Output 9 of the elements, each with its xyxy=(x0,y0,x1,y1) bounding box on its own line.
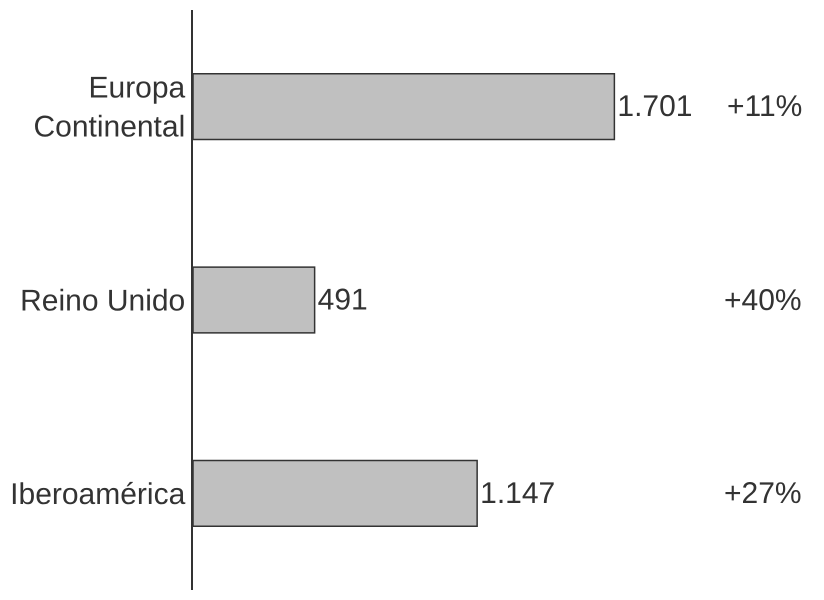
data-label: 1.147 xyxy=(480,476,556,510)
y-tick-label: Iberoamérica xyxy=(10,478,186,511)
text: +11% xyxy=(727,90,802,123)
data-label: 491 xyxy=(318,284,368,316)
data-label: 1.701 xyxy=(617,90,692,124)
text: +40% xyxy=(724,284,802,317)
text: +27% xyxy=(724,477,802,510)
y-tick-label: Reino Unido xyxy=(20,284,186,318)
y-tick-label: Europa Continental xyxy=(33,72,186,144)
